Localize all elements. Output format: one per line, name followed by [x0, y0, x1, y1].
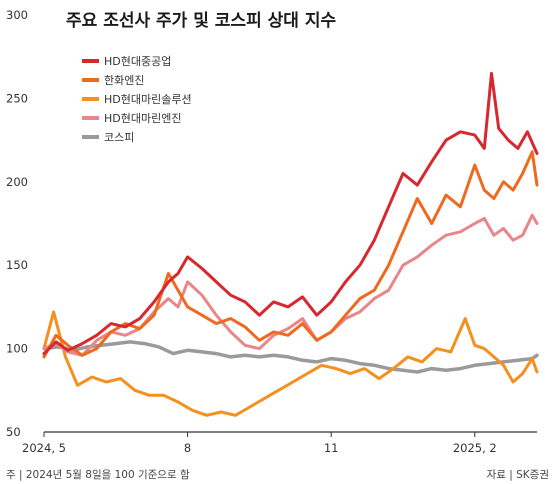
legend-label: HD현대마린솔루션: [104, 93, 192, 106]
footnote: 주 | 2024년 5월 8일을 100 기준으로 함: [6, 468, 190, 481]
y-tick-label: 50: [6, 425, 21, 439]
legend-label: HD현대중공업: [104, 55, 171, 68]
legend-label: HD현대마린엔진: [104, 112, 181, 125]
series-lines: [42, 71, 539, 417]
y-tick-label: 150: [6, 258, 28, 272]
series-line-0: [42, 71, 539, 356]
series-line-4: [42, 340, 539, 374]
legend-label: 코스피: [104, 131, 134, 144]
axes: 50 100 150 200 250 300 2024, 5 8 11 2025, 2: [6, 8, 537, 455]
source-note: 자료 | SK증권: [487, 469, 549, 481]
y-tick-label: 300: [6, 8, 28, 22]
x-tick-label: 11: [324, 441, 339, 455]
series-line-3: [42, 213, 539, 357]
x-tick-label: 2025, 2: [453, 441, 497, 455]
y-tick-label: 250: [6, 91, 28, 105]
x-tick-label: 2024, 5: [22, 441, 66, 455]
x-tick-label: 8: [184, 441, 191, 455]
y-tick-label: 100: [6, 342, 28, 356]
legend-label: 한화엔진: [104, 74, 144, 87]
series-line-2: [42, 310, 539, 417]
y-tick-label: 200: [6, 175, 28, 189]
chart-title: 주요 조선사 주가 및 코스피 상대 지수: [66, 11, 336, 31]
